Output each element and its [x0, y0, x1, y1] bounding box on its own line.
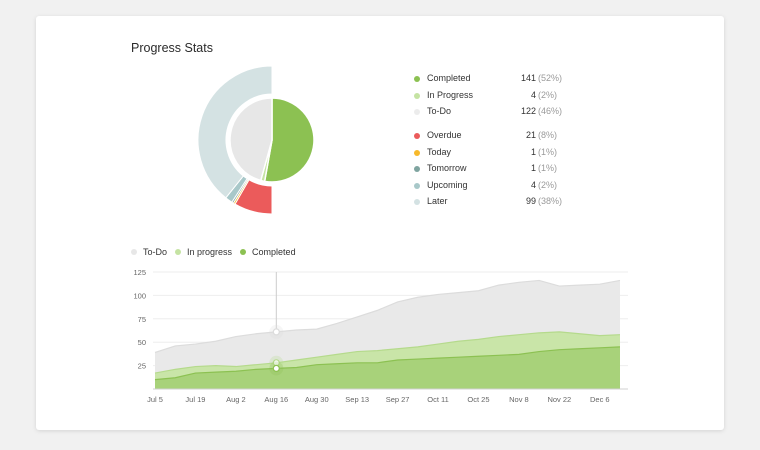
legend-label: In Progress	[427, 89, 474, 100]
series-legend-label: Completed	[252, 247, 296, 257]
series-legend-label: To-Do	[143, 247, 168, 257]
series-legend-label: In progress	[187, 247, 233, 257]
series-legend-dot	[131, 249, 137, 255]
legend-dot	[414, 109, 420, 115]
legend-dot	[414, 149, 420, 156]
x-tick-label: Jul 5	[147, 395, 163, 404]
legend-dot	[414, 133, 420, 139]
legend-percent: (2%)	[538, 179, 558, 190]
line-completed	[154, 346, 621, 381]
page-title: Progress Stats	[131, 41, 213, 55]
due-slice-later[interactable]	[197, 65, 273, 199]
y-tick-label: 25	[138, 362, 146, 371]
legend-count: 122	[520, 106, 536, 116]
legend-label: To-Do	[427, 106, 452, 116]
y-tick-label: 100	[133, 291, 146, 300]
legend-row-in-progress: In Progress 4 (2%)	[414, 90, 564, 104]
legend-dot	[414, 199, 420, 205]
x-tick-label: Jul 19	[185, 395, 205, 404]
x-tick-label: Oct 11	[427, 395, 449, 404]
x-tick-label: Oct 25	[467, 395, 489, 404]
hover-point[interactable]	[272, 364, 280, 373]
legend-percent: (1%)	[538, 163, 558, 173]
legend-row-tomorrow: Tomorrow 1 (1%)	[414, 163, 564, 177]
legend-percent: (2%)	[538, 89, 558, 100]
area-chart-legend: To-Do In progress Completed	[131, 247, 304, 257]
x-tick-label: Nov 22	[547, 395, 571, 404]
legend-count: 4	[530, 89, 536, 100]
legend-count: 4	[530, 179, 536, 190]
legend-dot	[414, 182, 420, 189]
legend-count: 141	[520, 73, 536, 83]
x-tick-label: Sep 13	[345, 395, 369, 404]
series-legend-item[interactable]: Completed	[240, 247, 296, 257]
series-legend-dot	[240, 249, 247, 255]
x-tick-label: Aug 2	[226, 395, 246, 404]
y-tick-label: 50	[138, 338, 146, 347]
legend-dot	[414, 76, 420, 82]
legend-dot	[414, 92, 420, 99]
legend-row-today: Today 1 (1%)	[414, 147, 564, 161]
x-tick-label: Nov 8	[509, 395, 529, 404]
legend-percent: (38%)	[538, 196, 563, 206]
legend-dot	[414, 166, 420, 172]
legend-count: 21	[525, 130, 536, 140]
x-tick-label: Dec 6	[590, 395, 610, 404]
series-legend-item[interactable]: To-Do	[131, 247, 167, 257]
y-tick-label: 125	[133, 268, 146, 277]
legend-label: Tomorrow	[427, 163, 467, 173]
y-tick-label: 75	[138, 315, 146, 324]
legend-row-upcoming: Upcoming 4 (2%)	[414, 180, 564, 194]
status-slice-completed[interactable]	[263, 97, 315, 183]
legend-row-later: Later 99 (38%)	[414, 196, 564, 210]
legend-row-overdue: Overdue 21 (8%)	[414, 130, 564, 144]
series-legend-dot	[175, 249, 182, 255]
series-legend-item[interactable]: In progress	[175, 247, 232, 257]
legend-percent: (46%)	[538, 106, 563, 116]
legend-count: 99	[525, 196, 536, 206]
line-in-progress	[154, 331, 621, 374]
area-completed	[155, 346, 620, 389]
legend-label: Today	[427, 146, 452, 157]
legend-row-todo: To-Do 122 (46%)	[414, 106, 564, 120]
legend-label: Completed	[427, 73, 471, 83]
legend-percent: (1%)	[538, 146, 558, 157]
legend-row-completed: Completed 141 (52%)	[414, 73, 564, 87]
legend-percent: (52%)	[538, 73, 563, 83]
legend-percent: (8%)	[538, 130, 558, 140]
x-tick-label: Aug 16	[264, 395, 288, 404]
legend-label: Upcoming	[427, 179, 468, 190]
legend-count: 1	[530, 146, 536, 157]
legend-label: Overdue	[427, 130, 462, 140]
line-to-do	[154, 279, 621, 354]
legend-count: 1	[530, 163, 536, 173]
x-tick-label: Aug 30	[305, 395, 329, 404]
status-slice-to-do[interactable]	[229, 97, 273, 182]
hover-point[interactable]	[272, 328, 280, 336]
x-tick-label: Sep 27	[386, 395, 410, 404]
legend-label: Later	[427, 196, 448, 206]
